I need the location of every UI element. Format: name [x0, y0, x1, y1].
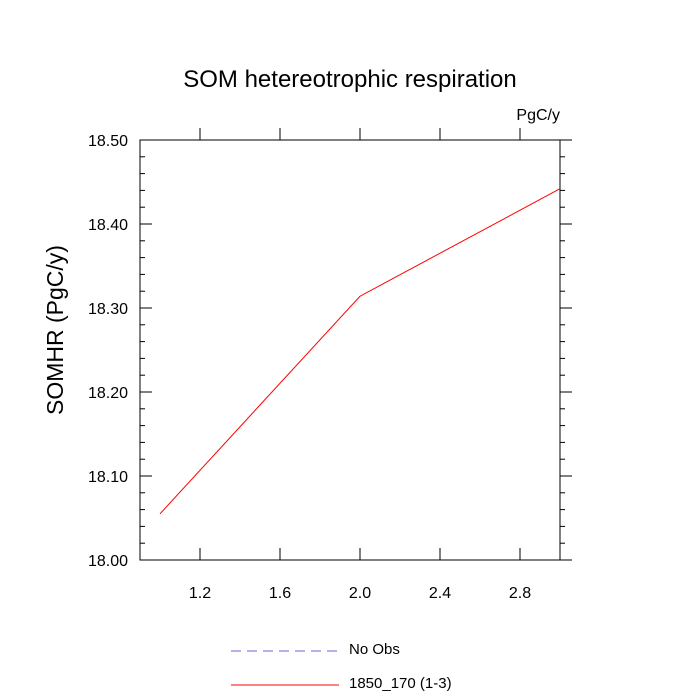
series-lines — [159, 188, 561, 515]
x-tick-label: 2.4 — [429, 585, 451, 602]
x-tick-label: 2.0 — [349, 585, 371, 602]
legend-label: 1850_170 (1-3) — [349, 675, 452, 692]
chart-title: SOM hetereotrophic respiration — [183, 66, 517, 93]
axis-ticks: 1.2 1.6 2.0 2.4 2.8 18.00 18.10 18.20 18.30 18.40… — [88, 128, 572, 602]
x-tick-label: 1.6 — [269, 585, 291, 602]
legend-label: No Obs — [349, 641, 400, 658]
y-tick-label: 18.30 — [88, 301, 128, 318]
y-tick-label: 18.50 — [88, 133, 128, 150]
y-tick-label: 18.20 — [88, 385, 128, 402]
x-tick-label: 1.2 — [189, 585, 211, 602]
y-tick-label: 18.40 — [88, 217, 128, 234]
plot-frame — [139, 139, 561, 561]
legend — [231, 650, 339, 686]
x-tick-label: 2.8 — [509, 585, 531, 602]
y-tick-label: 18.00 — [88, 553, 128, 570]
series-line — [159, 188, 561, 515]
y-tick-label: 18.10 — [88, 469, 128, 486]
units-label: PgC/y — [516, 107, 560, 124]
